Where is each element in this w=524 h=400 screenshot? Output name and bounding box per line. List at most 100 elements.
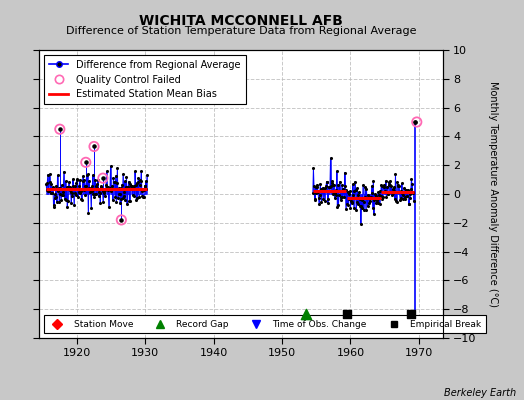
Point [309, 164, 318, 171]
Point [64, 184, 72, 190]
Point [315, 192, 324, 198]
Point [138, 193, 147, 199]
Point [366, 198, 375, 204]
Point [51, 195, 59, 202]
Point [58, 191, 67, 198]
Point [66, 184, 74, 190]
Point [45, 188, 53, 194]
Point [323, 200, 332, 206]
Point [331, 190, 339, 196]
Point [395, 189, 403, 195]
Point [130, 183, 138, 190]
Y-axis label: Monthly Temperature Anomaly Difference (°C): Monthly Temperature Anomaly Difference (… [488, 81, 498, 307]
Point [312, 190, 321, 196]
Point [332, 187, 341, 194]
Point [87, 204, 95, 211]
Point [399, 196, 407, 202]
Point [57, 196, 65, 203]
Point [353, 185, 362, 192]
Point [117, 217, 126, 223]
Point [356, 221, 365, 227]
Point [333, 204, 342, 210]
Point [380, 189, 389, 195]
Point [97, 183, 106, 190]
Point [141, 183, 149, 190]
Point [348, 181, 357, 188]
Point [386, 182, 394, 188]
Point [385, 179, 393, 186]
Point [61, 178, 70, 184]
Point [318, 186, 326, 193]
Point [361, 194, 369, 200]
Point [95, 189, 103, 195]
Point [124, 183, 133, 190]
Point [82, 159, 90, 166]
Point [398, 180, 406, 187]
Point [77, 188, 85, 194]
Point [109, 175, 117, 182]
Point [107, 188, 115, 194]
Text: Berkeley Earth: Berkeley Earth [444, 388, 516, 398]
Point [324, 184, 333, 190]
Point [384, 190, 392, 197]
Point [363, 203, 372, 209]
Point [360, 199, 368, 205]
Point [319, 196, 328, 202]
Point [90, 193, 98, 200]
Point [72, 192, 80, 198]
Point [367, 194, 375, 201]
Point [313, 182, 321, 188]
Point [371, 190, 379, 197]
Point [336, 197, 345, 204]
Point [62, 197, 70, 204]
Point [57, 182, 66, 189]
Point [346, 188, 354, 195]
Point [396, 196, 404, 203]
Point [130, 192, 139, 199]
Point [381, 188, 389, 194]
Point [330, 181, 338, 188]
Point [368, 182, 376, 189]
Point [60, 168, 68, 175]
Point [325, 184, 334, 190]
Point [106, 185, 114, 192]
Point [335, 178, 344, 185]
Point [406, 190, 414, 197]
Point [93, 181, 101, 187]
Point [310, 182, 318, 189]
Point [132, 197, 140, 203]
Point [395, 183, 403, 190]
Point [67, 188, 75, 195]
Point [74, 189, 83, 195]
Point [374, 200, 382, 206]
Point [94, 192, 103, 199]
Point [368, 205, 377, 211]
Point [127, 183, 135, 189]
Point [406, 195, 414, 201]
Point [117, 196, 126, 202]
Point [43, 172, 52, 178]
Point [334, 202, 343, 208]
Point [141, 178, 150, 184]
Point [397, 194, 406, 201]
Point [131, 168, 139, 175]
Point [52, 194, 61, 201]
Point [114, 191, 123, 198]
Point [78, 197, 86, 203]
Point [369, 178, 377, 185]
Point [63, 204, 71, 210]
Point [54, 188, 62, 194]
Point [96, 183, 105, 189]
Legend: Station Move, Record Gap, Time of Obs. Change, Empirical Break: Station Move, Record Gap, Time of Obs. C… [44, 316, 486, 334]
Point [92, 183, 100, 189]
Point [90, 143, 98, 150]
Point [394, 183, 402, 190]
Point [321, 198, 329, 204]
Point [134, 178, 142, 185]
Point [367, 190, 376, 196]
Point [60, 186, 69, 192]
Point [379, 182, 388, 188]
Point [99, 175, 107, 181]
Point [410, 197, 418, 204]
Point [369, 210, 378, 217]
